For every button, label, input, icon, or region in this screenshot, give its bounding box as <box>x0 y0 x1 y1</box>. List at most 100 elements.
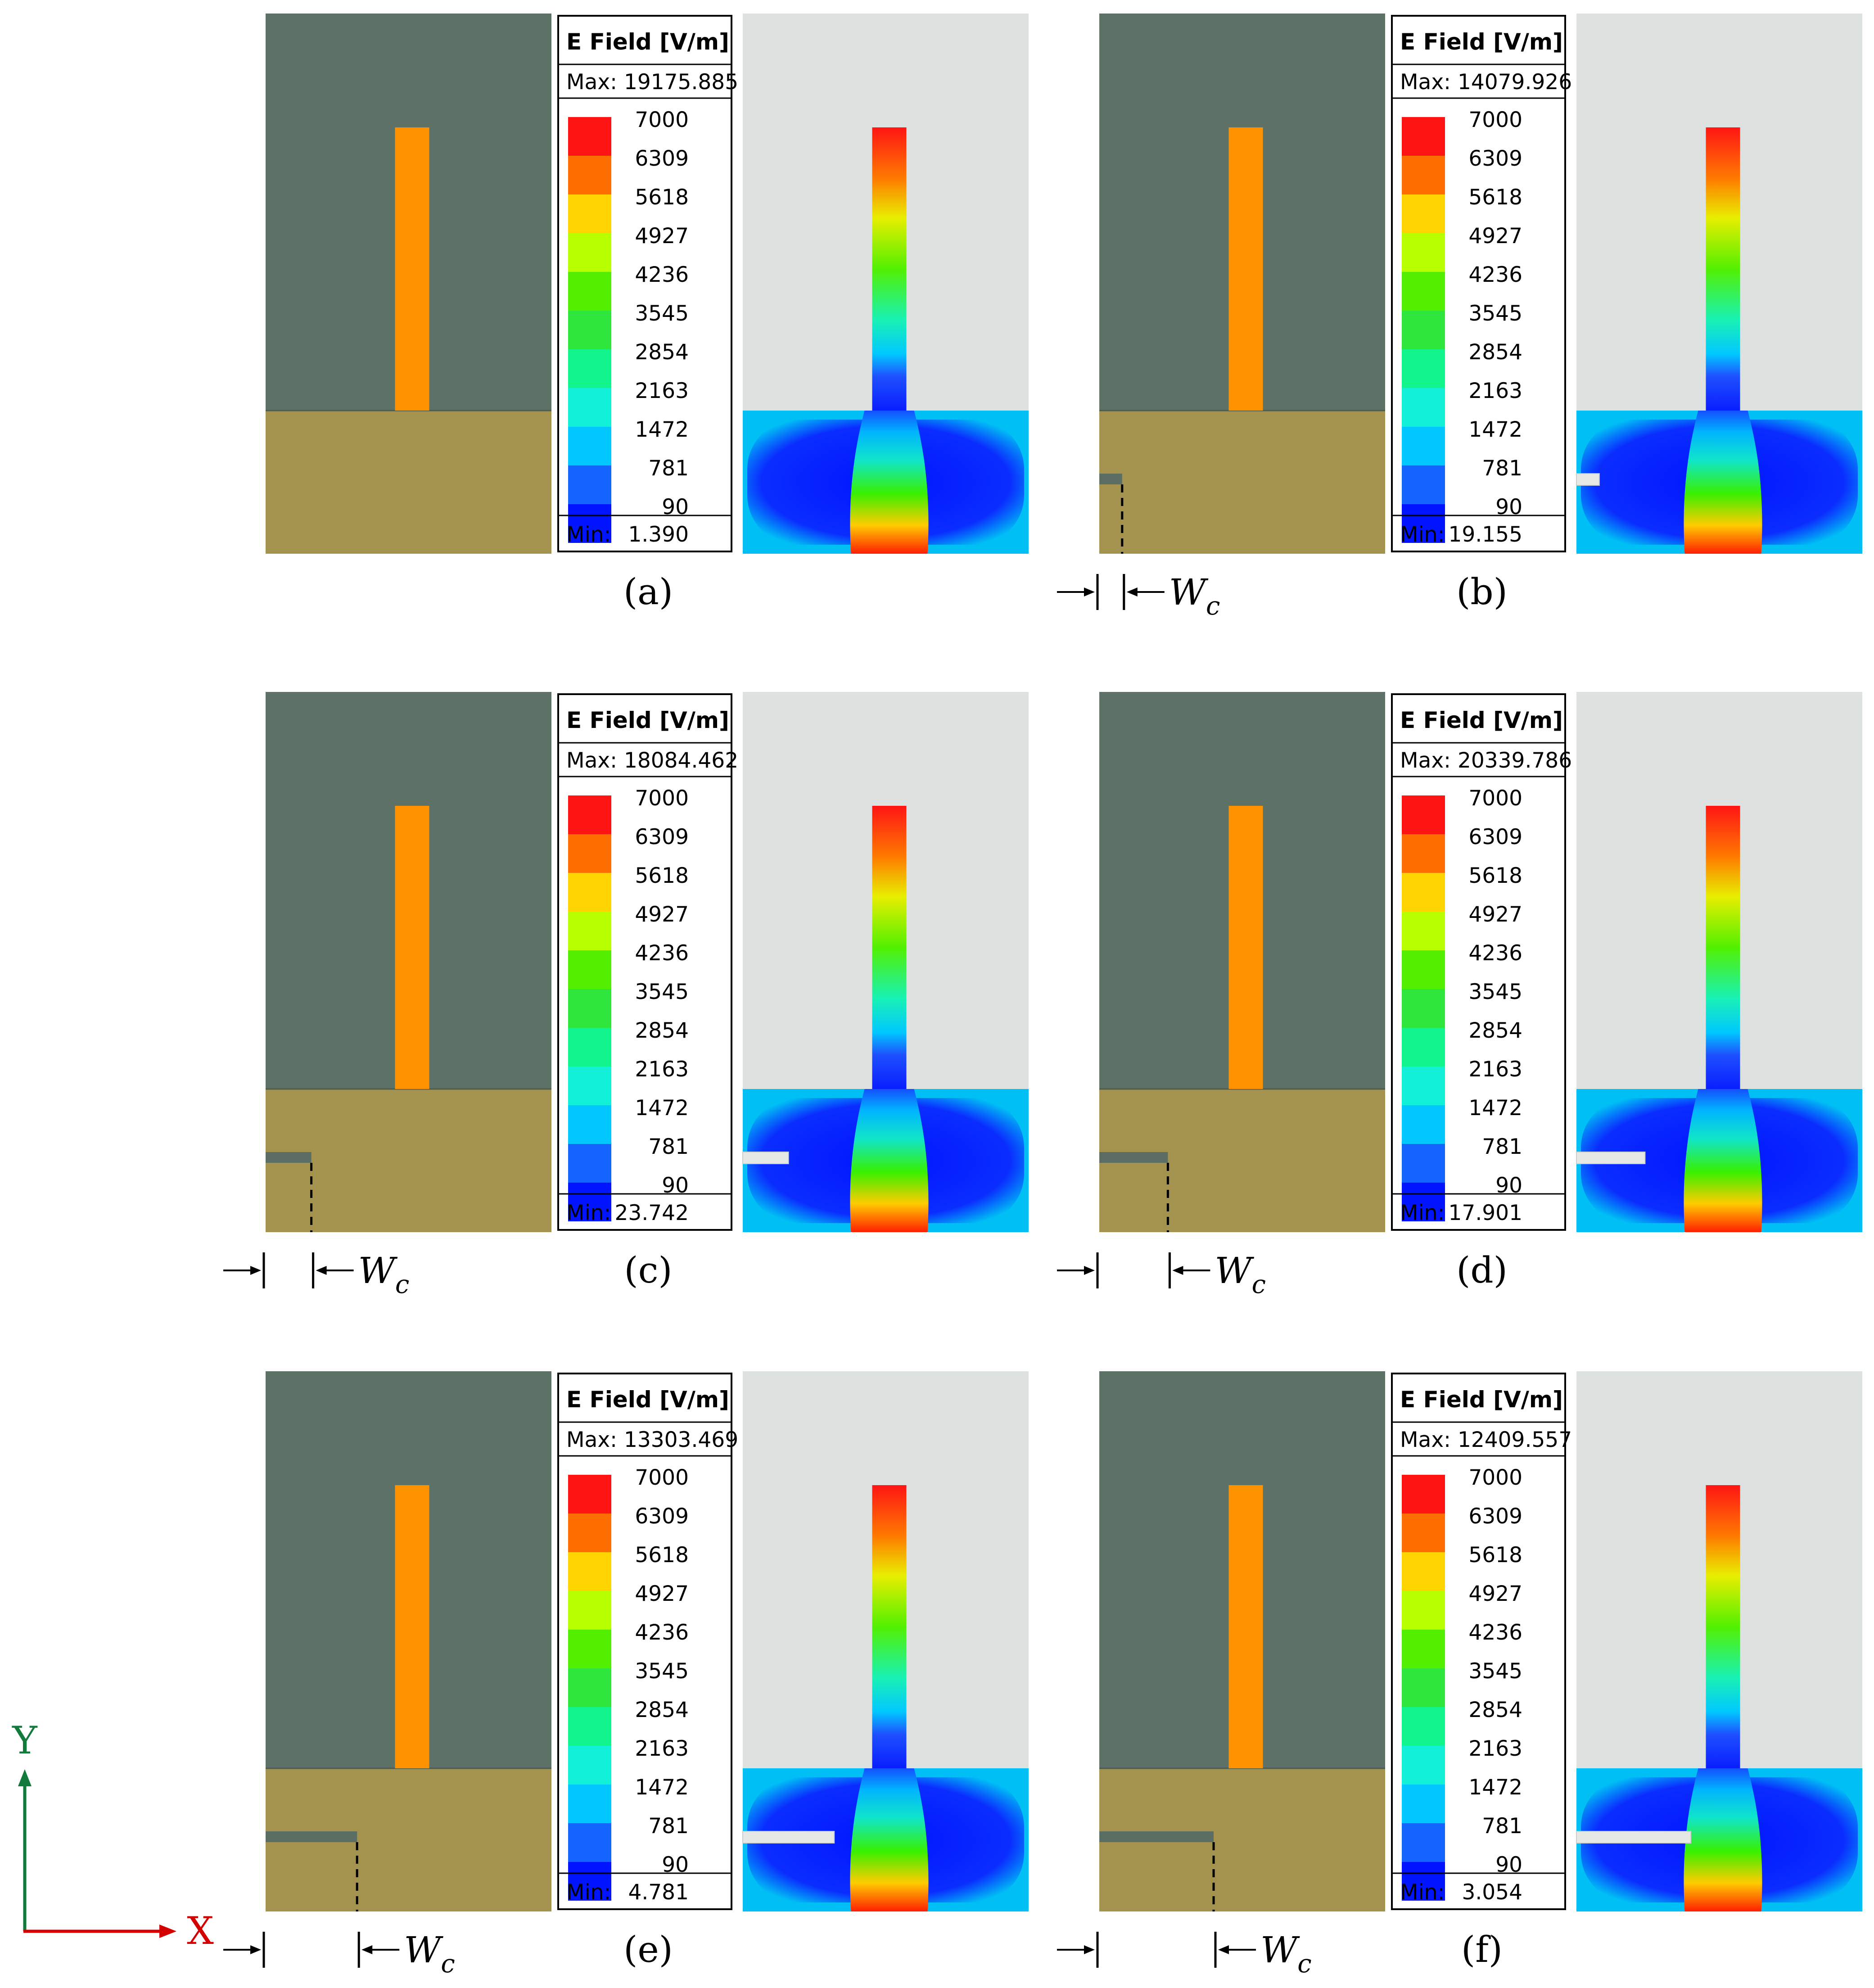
colorbar-swatch <box>1402 311 1445 349</box>
panels-layer: E Field [V/m] Max: 19175.885 7000 6309 5618 4… <box>223 14 1862 1979</box>
colorbar-swatch <box>568 1668 611 1707</box>
colorbar-swatch <box>1402 834 1445 873</box>
colorbar-tick-label: 7000 <box>635 108 689 132</box>
colorbar-swatch <box>568 1183 611 1221</box>
colorbar-tick-label: 7000 <box>1468 786 1522 811</box>
field-slot <box>1576 473 1600 486</box>
colorbar-swatch <box>1402 1552 1445 1591</box>
colorbar-swatch <box>1402 1630 1445 1668</box>
dim-arrowhead-right <box>1172 1266 1183 1275</box>
colorbar-tick-label: 781 <box>1482 1814 1522 1839</box>
colorbar-tick-label: 3545 <box>1468 301 1522 326</box>
colorbar-tick-label: 7000 <box>1468 1465 1522 1490</box>
colorbar-swatch <box>1402 1066 1445 1105</box>
legend-max: Max: 18084.462 <box>566 748 738 773</box>
slot-width-label: Wc <box>1169 571 1220 621</box>
colorbar-swatch <box>1402 504 1445 543</box>
colorbar-tick-label: 1472 <box>635 417 689 442</box>
field-feed-line <box>1706 806 1740 1089</box>
colorbar-swatch <box>1402 156 1445 194</box>
slot-cut <box>266 1831 357 1842</box>
colorbar-swatch <box>568 1105 611 1144</box>
colorbar-swatch <box>1402 1028 1445 1066</box>
colorbar-swatch <box>568 1144 611 1183</box>
colorbar-tick-label: 3545 <box>635 980 689 1004</box>
colorbar-tick-label: 3545 <box>635 301 689 326</box>
y-axis-arrowhead <box>18 1769 32 1786</box>
colorbar-swatch <box>1402 1746 1445 1785</box>
colorbar-tick-label: 3545 <box>1468 1659 1522 1684</box>
legend-min-value: 19.155 <box>1449 522 1522 547</box>
panel-b: Wc E Field [V/m] Max: 14079.926 7000 6309 561… <box>1057 14 1862 621</box>
colorbar-tick-label: 7000 <box>1468 108 1522 132</box>
colorbar-swatch <box>1402 1144 1445 1183</box>
colorbar-tick-label: 2854 <box>1468 1018 1522 1043</box>
colorbar-tick-label: 5618 <box>635 185 689 210</box>
panel-label: (b) <box>1456 571 1508 613</box>
dim-arrowhead-right <box>1126 587 1138 596</box>
legend-title: E Field [V/m] <box>1400 707 1563 733</box>
field-feed-line <box>872 806 907 1089</box>
colorbar-swatch <box>1402 388 1445 427</box>
colorbar-tick-label: 2163 <box>1468 1057 1522 1082</box>
colorbar-tick-label: 2163 <box>635 379 689 403</box>
colorbar-swatch <box>568 834 611 873</box>
slot-cut <box>1099 1831 1214 1842</box>
colorbar-swatch <box>568 427 611 465</box>
panel-f: Wc E Field [V/m] Max: 12409.557 7000 6309 561… <box>1057 1371 1862 1979</box>
colorbar-swatch <box>568 1552 611 1591</box>
slot-cut <box>1099 1152 1168 1163</box>
axes: Y X <box>12 1718 214 1953</box>
colorbar-tick-label: 3545 <box>1468 980 1522 1004</box>
feed-line <box>1228 806 1263 1089</box>
slot-width-label: Wc <box>404 1929 455 1979</box>
colorbar-tick-label: 6309 <box>635 1504 689 1529</box>
dim-arrowhead-right <box>361 1945 373 1954</box>
panel-label: (a) <box>623 571 673 613</box>
legend-min-value: 3.054 <box>1462 1880 1522 1905</box>
field-feed-line <box>1706 127 1740 411</box>
colorbar-swatch <box>1402 1785 1445 1823</box>
field-feed-line <box>1706 1485 1740 1768</box>
field-hotspot <box>850 411 929 554</box>
colorbar-swatch <box>568 873 611 912</box>
colorbar-tick-label: 4236 <box>635 262 689 287</box>
colorbar-swatch <box>568 156 611 194</box>
colorbar-tick-label: 4236 <box>1468 1620 1522 1645</box>
legend-min-value: 4.781 <box>628 1880 689 1905</box>
legend-title: E Field [V/m] <box>566 1387 729 1413</box>
colorbar-swatch <box>568 311 611 349</box>
colorbar-tick-label: 1472 <box>1468 1096 1522 1121</box>
colorbar-swatch <box>568 349 611 388</box>
feed-line <box>395 1485 429 1768</box>
legend-min: Min: <box>1400 1201 1445 1225</box>
legend-min: Min: <box>566 1880 611 1905</box>
colorbar-tick-label: 781 <box>648 456 689 481</box>
colorbar-tick-label: 2163 <box>1468 1736 1522 1761</box>
colorbar-tick-label: 5618 <box>1468 1543 1522 1568</box>
colorbar-tick-label: 1472 <box>1468 1775 1522 1800</box>
colorbar-swatch <box>568 117 611 156</box>
legend-min-value: 23.742 <box>615 1201 689 1225</box>
field-hotspot <box>850 1089 929 1232</box>
colorbar-tick-label: 1472 <box>635 1096 689 1121</box>
ground-plane <box>266 1089 551 1232</box>
colorbar-swatch <box>1402 1862 1445 1901</box>
colorbar-swatch <box>568 1066 611 1105</box>
colorbar-tick-label: 2854 <box>635 340 689 365</box>
colorbar-tick-label: 7000 <box>635 786 689 811</box>
legend-min: Min: <box>566 522 611 547</box>
colorbar-tick-label: 6309 <box>635 825 689 849</box>
colorbar-tick-label: 6309 <box>1468 825 1522 849</box>
colorbar-swatch <box>568 272 611 311</box>
dim-arrowhead-left <box>250 1266 261 1275</box>
y-axis-label: Y <box>12 1718 38 1762</box>
colorbar-swatch <box>1402 873 1445 912</box>
slot-width-label: Wc <box>358 1250 410 1299</box>
colorbar-swatch <box>568 989 611 1028</box>
panel-label: (c) <box>624 1249 672 1291</box>
colorbar-tick-label: 1472 <box>635 1775 689 1800</box>
dim-arrowhead-left <box>250 1945 261 1954</box>
colorbar-swatch <box>568 795 611 834</box>
